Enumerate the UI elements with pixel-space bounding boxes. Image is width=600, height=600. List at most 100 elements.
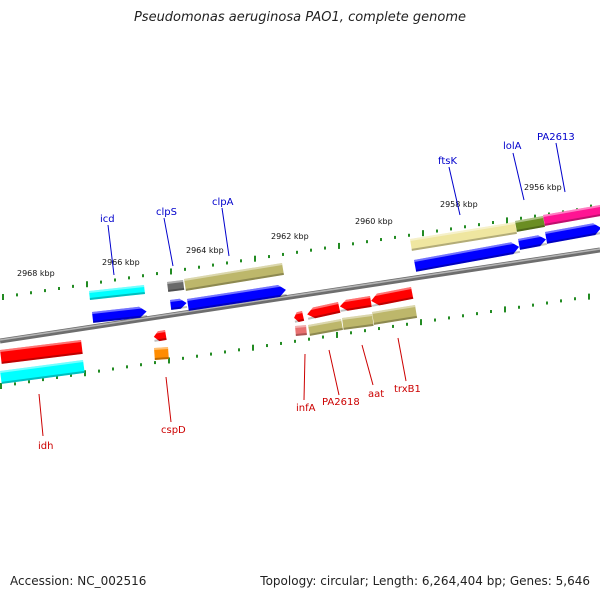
tick-mark <box>240 259 242 263</box>
tick-mark <box>168 357 170 364</box>
cds-trxB1[interactable] <box>372 305 418 325</box>
tick-mark <box>112 367 114 371</box>
gene-label-ftsK[interactable]: ftsK <box>438 156 457 167</box>
tick-mark <box>2 294 4 300</box>
tick-mark <box>212 263 214 267</box>
tick-mark <box>0 383 2 389</box>
tick-mark <box>308 337 310 341</box>
tick-mark <box>504 306 506 313</box>
map-title: Pseudomonas aeruginosa PAO1, complete ge… <box>133 10 467 25</box>
ruler-label: 2956 kbp <box>524 183 562 192</box>
gene-ftsK[interactable] <box>414 241 521 272</box>
gene-label-clpS[interactable]: clpS <box>156 207 177 218</box>
gene-cspD[interactable] <box>153 330 167 342</box>
gene-label-trxB1[interactable]: trxB1 <box>394 384 421 395</box>
tick-mark <box>422 230 424 237</box>
gene-features <box>0 205 600 384</box>
genes-value: 5,646 <box>555 574 590 588</box>
tick-mark <box>226 261 228 265</box>
gene-infA[interactable] <box>293 311 305 323</box>
tick-mark <box>436 229 438 233</box>
cds-icd[interactable] <box>89 285 145 300</box>
tick-mark <box>114 278 116 282</box>
gene-trxB1[interactable] <box>370 286 414 307</box>
gene-clpA[interactable] <box>187 284 287 311</box>
tick-mark <box>336 331 338 338</box>
gene-PA2613[interactable] <box>545 221 600 244</box>
cds-PA2613[interactable] <box>543 205 600 226</box>
tick-mark <box>100 280 102 284</box>
gene-label-lolA[interactable]: lolA <box>503 141 522 152</box>
tick-mark <box>86 281 88 288</box>
ruler-labels: 2968 kbp 2966 kbp 2964 kbp 2962 kbp 2960… <box>17 183 562 278</box>
cds-clpA[interactable] <box>184 263 284 291</box>
gene-idh[interactable] <box>0 339 83 364</box>
tick-mark <box>140 363 142 367</box>
tick-mark <box>520 216 522 220</box>
tick-mark <box>254 255 256 262</box>
length-label: Length: <box>372 574 419 588</box>
accession-info: Accession: NC_002516 <box>10 574 146 588</box>
cds-PA2618[interactable] <box>308 319 343 336</box>
gene-label-infA[interactable]: infA <box>296 403 316 414</box>
tick-mark <box>198 265 200 269</box>
gene-label-idh[interactable]: idh <box>38 441 53 452</box>
gene-label-clpA[interactable]: clpA <box>212 197 234 208</box>
tick-mark <box>506 217 508 224</box>
tick-mark <box>98 369 100 373</box>
gene-lolA[interactable] <box>518 233 548 250</box>
tick-mark <box>392 324 394 328</box>
tick-mark <box>224 350 226 354</box>
gene-label-PA2613[interactable]: PA2613 <box>537 132 575 143</box>
tick-mark <box>170 268 172 275</box>
gene-clpS[interactable] <box>170 298 188 310</box>
tick-mark <box>338 242 340 249</box>
tick-mark <box>324 246 326 250</box>
tick-mark <box>238 348 240 352</box>
cds-cspD[interactable] <box>154 346 169 360</box>
tick-mark <box>394 235 396 239</box>
cds-infA[interactable] <box>295 324 307 336</box>
tick-mark <box>30 291 32 295</box>
gene-PA2618[interactable] <box>306 301 341 320</box>
tick-mark <box>310 248 312 252</box>
tick-mark <box>44 289 46 293</box>
tick-mark <box>420 319 422 326</box>
tick-mark <box>42 378 44 382</box>
tick-mark <box>490 310 492 314</box>
tick-mark <box>322 335 324 339</box>
genome-summary: Topology: circular; Length: 6,264,404 bp… <box>260 574 590 588</box>
ruler-ticks <box>0 204 592 389</box>
gene-label-PA2618[interactable]: PA2618 <box>322 397 360 408</box>
ruler-label: 2964 kbp <box>186 246 224 255</box>
cds-ftsK[interactable] <box>410 222 517 251</box>
tick-mark <box>294 339 296 343</box>
cds-lolA[interactable] <box>515 216 545 232</box>
tick-mark <box>154 361 156 365</box>
tick-mark <box>184 267 186 271</box>
tick-mark <box>196 354 198 358</box>
tick-mark <box>434 318 436 322</box>
tick-mark <box>282 252 284 256</box>
cds-clpS[interactable] <box>167 280 185 292</box>
tick-mark <box>58 286 60 290</box>
tick-mark <box>210 352 212 356</box>
tick-mark <box>352 242 354 246</box>
tick-mark <box>268 255 270 259</box>
gene-icd[interactable] <box>92 306 148 323</box>
tick-mark <box>478 223 480 227</box>
tick-mark <box>16 293 18 297</box>
gene-aat[interactable] <box>339 296 372 312</box>
gene-label-icd[interactable]: icd <box>100 214 115 225</box>
ruler-label: 2958 kbp <box>440 200 478 209</box>
tick-mark <box>448 316 450 320</box>
tick-mark <box>14 382 16 386</box>
ruler-label: 2968 kbp <box>17 269 55 278</box>
cds-aat[interactable] <box>342 313 374 330</box>
length-value: 6,264,404 bp; <box>421 574 507 588</box>
gene-label-aat[interactable]: aat <box>368 389 384 400</box>
cds-idh[interactable] <box>0 360 85 384</box>
ruler-label: 2960 kbp <box>355 217 393 226</box>
tick-mark <box>574 297 576 301</box>
gene-label-cspD[interactable]: cspD <box>161 425 186 436</box>
